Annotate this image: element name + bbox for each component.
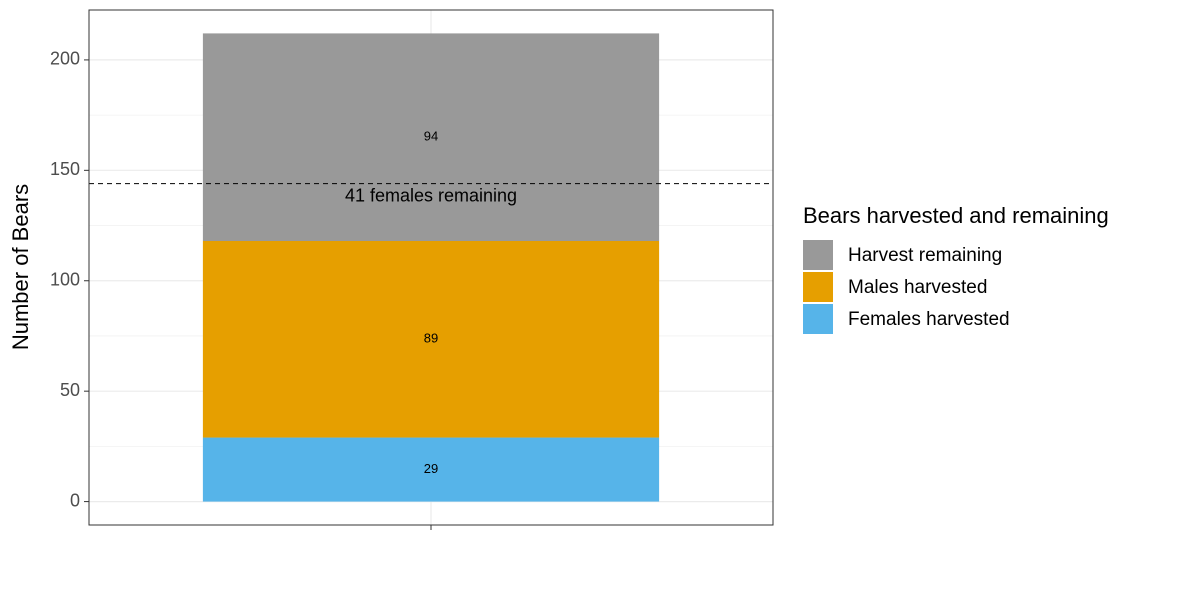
- data-label: 89: [424, 331, 438, 346]
- y-axis-title: Number of Bears: [8, 184, 33, 350]
- annotation: 41 females remaining: [345, 185, 517, 205]
- legend-title: Bears harvested and remaining: [803, 203, 1109, 228]
- y-tick-label: 100: [50, 270, 80, 290]
- legend-key: [803, 272, 833, 302]
- bar-segment: [202, 240, 660, 438]
- legend-key: [803, 240, 833, 270]
- legend-label: Males harvested: [848, 277, 987, 298]
- legend-key: [803, 304, 833, 334]
- legend-label: Females harvested: [848, 309, 1010, 330]
- data-label: 94: [424, 129, 438, 144]
- bar-segment: [202, 437, 660, 502]
- y-tick-label: 50: [60, 380, 80, 400]
- panel-border: [88, 9, 774, 526]
- legend-label: Harvest remaining: [848, 245, 1002, 266]
- y-tick-label: 0: [70, 490, 80, 510]
- bar-segment: [202, 33, 660, 241]
- data-label: 29: [424, 461, 438, 476]
- y-tick-label: 150: [50, 159, 80, 179]
- y-tick-label: 200: [50, 49, 80, 69]
